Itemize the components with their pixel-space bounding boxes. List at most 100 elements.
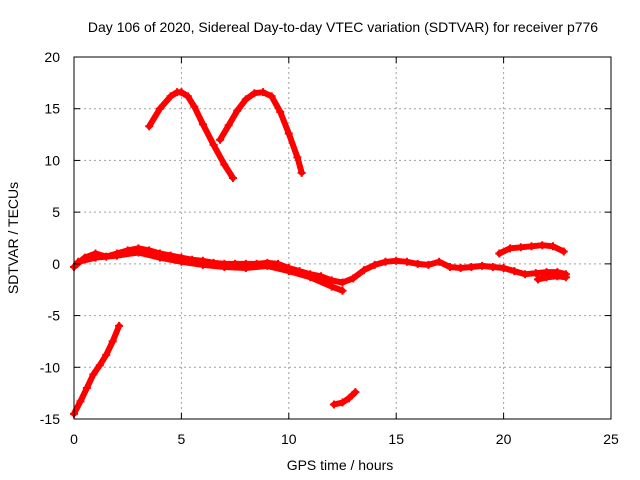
y-tick-label: -10 [40,359,60,375]
data-point [241,263,250,272]
data-point [220,262,229,271]
data-point [297,168,306,177]
data-point [155,104,164,113]
data-point [478,261,487,270]
series-right-arc-points [495,241,568,258]
y-axis-label: SDTVAR / TECUs [5,182,21,294]
data-point [338,286,347,295]
plot-frame [73,56,612,420]
data-point [445,262,454,271]
data-point [359,266,368,275]
data-point [276,107,285,116]
data-point [527,242,536,251]
x-axis-label: GPS time / hours [287,457,394,473]
data-point [155,253,164,262]
data-point [102,350,111,359]
data-point [224,121,233,130]
data-point [76,397,85,406]
data-point [344,394,353,403]
y-tick-label: -5 [48,308,61,324]
data-point [351,388,360,397]
data-point [381,257,390,266]
series-right-tail-points [533,272,570,284]
data-point [293,153,302,162]
data-point [220,160,229,169]
data-point [488,262,497,271]
data-point [89,370,98,379]
data-point [216,135,225,144]
data-point [559,247,568,256]
data-point [456,263,465,272]
data-point [250,89,259,98]
series-short-segment-points [329,388,360,409]
data-point [542,273,551,282]
data-point [183,92,192,101]
data-point [177,88,186,97]
data-point [241,95,250,104]
data-point [561,273,570,282]
data-point [306,273,315,282]
data-point [177,257,186,266]
x-tick-label: 15 [388,431,404,447]
data-point [115,321,124,330]
data-point [402,257,411,266]
data-point [284,267,293,276]
data-point [190,102,199,111]
data-point [506,244,515,253]
data-point [263,261,272,270]
data-point [134,248,143,257]
x-tick-label: 5 [178,431,186,447]
data-point [424,260,433,269]
data-point [370,260,379,269]
y-tick-label: 20 [44,49,60,65]
series-short-segment [330,389,359,408]
y-tick-label: 5 [52,204,60,220]
data-point [521,270,530,279]
data-point [499,263,508,272]
series-main-band-lower-points [74,248,347,295]
data-point [392,256,401,265]
data-point [516,243,525,252]
x-tick-label: 20 [496,431,512,447]
x-tick-label: 10 [281,431,297,447]
data-point [338,398,347,407]
data-point [233,106,242,115]
data-point [91,253,100,262]
data-point [349,274,358,283]
data-point [259,88,268,97]
data-point [228,174,237,183]
data-point [531,269,540,278]
data-point [538,241,547,250]
data-point [327,282,336,291]
data-point [413,259,422,268]
data-point [553,272,562,281]
data-point [209,140,218,149]
x-tick-label: 25 [603,431,619,447]
data-series [70,88,570,418]
axis-ticks: 0 5 10 15 20 25 -15 -10 -5 0 5 10 15 20 [40,49,619,447]
data-point [198,120,207,129]
data-point [533,275,542,284]
grid [74,57,611,419]
series-hump-1-points [145,88,237,183]
series-right-tail [535,273,569,283]
data-point [74,257,83,266]
x-tick-label: 0 [70,431,78,447]
y-tick-label: -15 [40,411,60,427]
data-point [510,267,519,276]
series-rise-segment [71,322,123,417]
series-hump-2-points [216,88,306,177]
data-point [338,278,347,287]
data-point [549,242,558,251]
data-point [435,257,444,266]
data-point [82,383,91,392]
data-point [284,129,293,138]
data-point [112,251,121,260]
data-point [267,92,276,101]
data-point [108,337,117,346]
data-point [329,400,338,409]
y-tick-label: 15 [44,101,60,117]
y-tick-label: 10 [44,152,60,168]
data-point [198,260,207,269]
